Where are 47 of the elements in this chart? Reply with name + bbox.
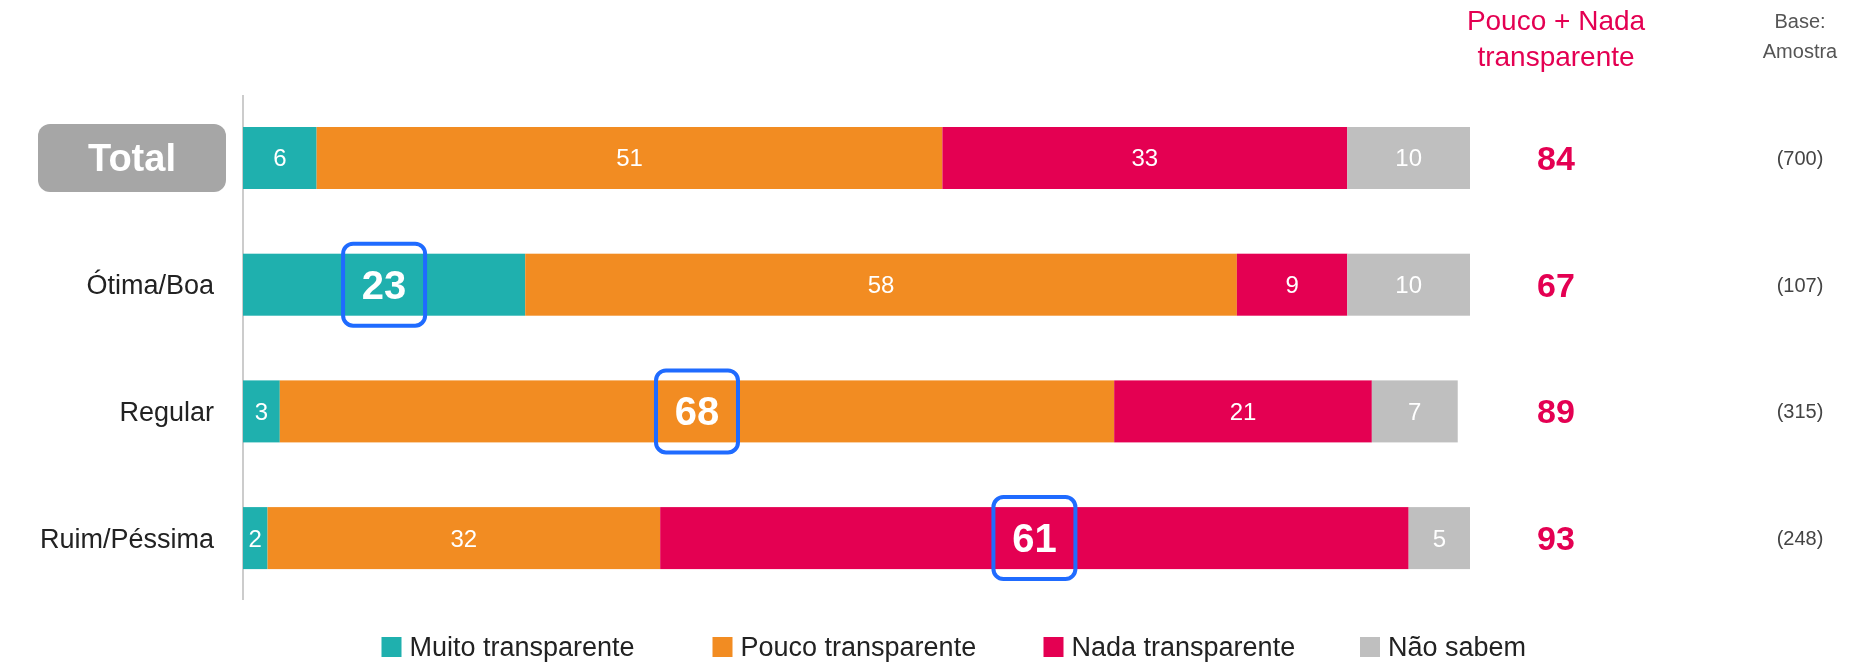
data-label: 3 — [254, 397, 269, 425]
text: (700) — [1776, 147, 1824, 169]
text: (315) — [1776, 400, 1824, 423]
bar — [1371, 380, 1458, 443]
data-label: 33 — [1131, 144, 1159, 172]
legend-label: Nada transparente — [1071, 632, 1296, 663]
bar — [267, 507, 661, 570]
legend-label: Muito transparente — [409, 632, 635, 663]
text: Base: Amostra — [1762, 10, 1839, 62]
data-label: 61 — [1012, 516, 1057, 561]
data-label: 5 — [1432, 524, 1446, 552]
bar — [1347, 253, 1470, 316]
data-label: 58 — [867, 271, 895, 299]
text: 89 — [1537, 392, 1575, 431]
y-tick-label: Total — [88, 137, 176, 180]
data-label: 23 — [361, 262, 407, 307]
bar — [243, 380, 280, 443]
text: 67 — [1537, 265, 1575, 304]
text: (107) — [1776, 273, 1824, 296]
bar — [316, 127, 943, 189]
text: 93 — [1537, 519, 1575, 557]
data-label: 7 — [1408, 397, 1422, 425]
bar — [942, 127, 1348, 189]
bar — [243, 507, 268, 570]
data-label: 10 — [1395, 144, 1422, 172]
bar — [1236, 253, 1348, 316]
bar — [1408, 507, 1470, 570]
bar — [525, 253, 1237, 316]
bar — [1114, 380, 1372, 443]
text: Pouco + Nada transparente — [1466, 5, 1646, 72]
y-tick-label: Regular — [119, 396, 214, 427]
data-label: 10 — [1395, 271, 1422, 299]
y-tick-label: Ótima/Boa — [86, 269, 215, 301]
data-label: 68 — [674, 389, 720, 434]
data-label: 21 — [1229, 397, 1257, 425]
bar — [1347, 127, 1470, 189]
legend-label: Pouco transparente — [740, 632, 977, 663]
data-label: 6 — [273, 144, 287, 172]
data-label: 2 — [248, 524, 262, 552]
legend-label: Não sabem — [1388, 632, 1527, 663]
bar — [243, 127, 317, 189]
data-label: 51 — [616, 144, 643, 172]
data-label: 32 — [450, 524, 478, 552]
text: 84 — [1537, 138, 1575, 177]
data-label: 9 — [1285, 271, 1299, 299]
y-tick-label: Ruim/Péssima — [39, 523, 215, 554]
text: (248) — [1776, 527, 1824, 550]
